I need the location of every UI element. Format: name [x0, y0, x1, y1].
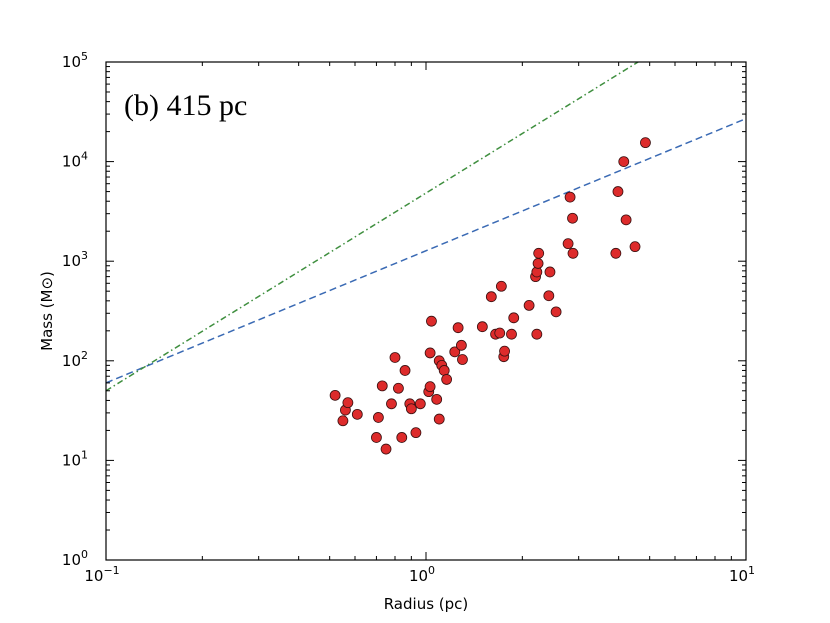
data-point — [550, 306, 562, 318]
data-point — [386, 398, 397, 410]
data-point — [424, 381, 436, 393]
data-point — [399, 365, 411, 376]
y-tick-exponent: 1 — [81, 448, 88, 461]
data-point — [612, 186, 624, 197]
data-point — [410, 427, 422, 439]
data-point — [532, 258, 544, 269]
y-tick-exponent: 4 — [81, 150, 88, 163]
x-axis-label: Radius (pc) — [384, 595, 469, 613]
data-point — [544, 266, 556, 278]
data-point — [508, 312, 520, 324]
panel-annotation: (b) 415 pc — [124, 89, 247, 122]
y-tick-exponent: 2 — [81, 349, 88, 362]
data-point — [629, 241, 641, 253]
x-tick-exponent: 1 — [748, 564, 755, 577]
data-point — [476, 321, 488, 333]
data-point — [389, 352, 401, 363]
y-tick-label: 100 — [62, 548, 88, 569]
axis-ticks — [105, 61, 747, 561]
data-point — [373, 412, 384, 423]
data-point — [371, 432, 382, 443]
data-point — [455, 339, 467, 351]
x-tick-label: 100 — [409, 564, 435, 585]
data-point — [414, 398, 426, 410]
y-axis-label: Mass (M⊙) — [38, 271, 56, 351]
data-point — [380, 443, 392, 455]
data-point — [567, 247, 579, 259]
data-point — [543, 290, 555, 302]
data-point — [405, 403, 417, 415]
data-point — [424, 347, 436, 359]
x-tick-exponent: −1 — [103, 564, 119, 577]
reference-lines — [106, 62, 746, 392]
y-tick-exponent: 3 — [81, 249, 88, 262]
data-point — [433, 413, 445, 425]
data-point — [452, 322, 464, 334]
x-tick-exponent: 0 — [428, 564, 435, 577]
data-point — [438, 365, 450, 376]
y-tick-label: 101 — [62, 448, 88, 469]
data-point — [533, 247, 545, 259]
data-point — [499, 345, 510, 357]
data-point — [620, 214, 632, 226]
data-point — [506, 328, 517, 340]
y-tick-label: 102 — [62, 349, 88, 370]
data-point — [618, 156, 630, 168]
data-point — [449, 346, 461, 358]
data-point — [329, 389, 341, 401]
data-point — [610, 247, 622, 259]
x-tick-label: 10−1 — [84, 564, 119, 585]
data-point — [495, 280, 507, 292]
data-point — [396, 432, 408, 443]
plot-area — [106, 62, 746, 560]
data-point — [567, 212, 578, 224]
y-tick-label: 105 — [62, 50, 88, 71]
data-point — [337, 415, 349, 427]
y-tick-label: 104 — [62, 150, 88, 171]
data-point — [431, 393, 443, 405]
y-tick-label: 103 — [62, 249, 88, 270]
data-point — [523, 299, 535, 311]
data-point — [457, 354, 468, 365]
data-point — [426, 315, 437, 327]
data-point — [351, 408, 363, 420]
data-point — [485, 291, 497, 303]
data-point — [441, 374, 453, 385]
data-point — [393, 382, 404, 394]
data-point — [376, 380, 388, 392]
data-points — [329, 137, 651, 455]
y-tick-exponent: 0 — [81, 548, 88, 561]
data-point — [342, 397, 354, 409]
data-point — [531, 328, 543, 340]
y-tick-exponent: 5 — [81, 50, 88, 63]
data-point — [494, 327, 506, 339]
data-point — [562, 238, 574, 250]
data-point — [564, 191, 576, 203]
dash-dot-line — [106, 62, 639, 392]
dashed-line — [106, 117, 746, 384]
x-tick-label: 101 — [729, 564, 755, 585]
data-point — [640, 137, 651, 149]
